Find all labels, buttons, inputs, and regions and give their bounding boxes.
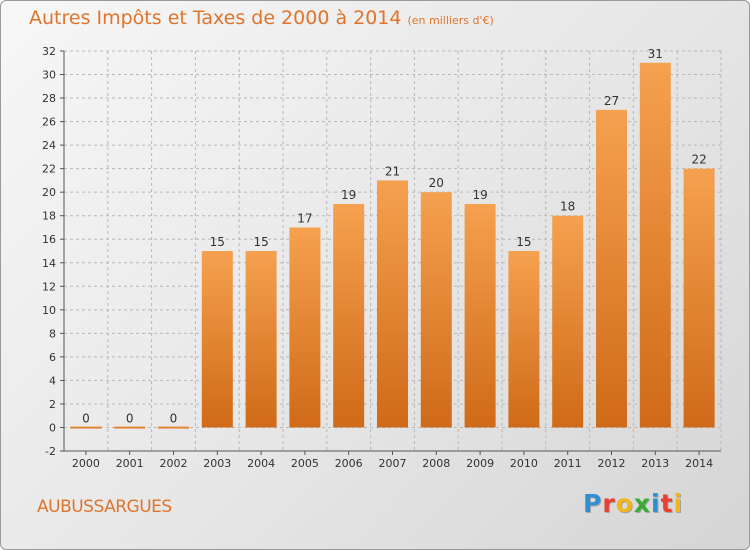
logo-letter: P <box>583 489 603 518</box>
chart-subtitle: (en milliers d'€) <box>407 14 494 27</box>
y-tick-label: -2 <box>45 445 56 458</box>
y-tick-label: 20 <box>42 186 56 199</box>
y-tick-label: 4 <box>49 374 56 387</box>
bar-2009 <box>464 203 496 428</box>
x-tick-label-2010: 2010 <box>510 457 538 470</box>
value-label-2014: 22 <box>691 153 706 167</box>
bar-2001 <box>114 426 146 429</box>
y-tick-label: 14 <box>42 257 56 270</box>
value-label-2013: 31 <box>648 47 663 61</box>
logo-letter: x <box>633 489 651 518</box>
value-label-2004: 15 <box>253 235 268 249</box>
value-label-2011: 18 <box>560 200 575 214</box>
value-label-2005: 17 <box>297 211 312 225</box>
y-tick-label: 26 <box>42 116 56 129</box>
y-tick-label: 12 <box>42 280 56 293</box>
x-tick-label-2000: 2000 <box>72 457 100 470</box>
x-tick-label-2004: 2004 <box>247 457 275 470</box>
chart-title: Autres Impôts et Taxes de 2000 à 2014 (en… <box>29 7 494 29</box>
bar-2007 <box>377 180 408 428</box>
logo-letter: r <box>602 489 616 518</box>
x-tick-label-2012: 2012 <box>598 457 626 470</box>
bar-2006 <box>333 203 365 428</box>
y-tick-label: 10 <box>42 304 56 317</box>
bar-2004 <box>245 251 277 428</box>
x-tick-label-2006: 2006 <box>335 457 363 470</box>
y-tick-label: 22 <box>42 163 56 176</box>
value-label-2006: 19 <box>341 188 356 202</box>
y-tick-label: 16 <box>42 233 56 246</box>
bar-2010 <box>508 251 540 428</box>
proxiti-logo: Proxiti <box>583 489 683 518</box>
x-tick-label-2014: 2014 <box>685 457 713 470</box>
value-label-2007: 21 <box>385 164 400 178</box>
bar-2013 <box>639 62 671 428</box>
x-tick-label-2008: 2008 <box>422 457 450 470</box>
x-tick-label-2003: 2003 <box>203 457 231 470</box>
x-tick-label-2001: 2001 <box>116 457 144 470</box>
y-tick-label: 2 <box>49 398 56 411</box>
y-tick-label: 28 <box>42 92 56 105</box>
bar-2003 <box>201 251 233 428</box>
bar-2002 <box>158 426 189 429</box>
bar-2005 <box>289 227 321 428</box>
y-tick-label: 30 <box>42 69 56 82</box>
x-tick-label-2009: 2009 <box>466 457 494 470</box>
chart-title-text: Autres Impôts et Taxes de 2000 à 2014 <box>29 7 402 29</box>
y-tick-label: 32 <box>42 45 56 58</box>
value-label-2010: 15 <box>516 235 531 249</box>
y-tick-label: 18 <box>42 210 56 223</box>
logo-letter: t <box>660 489 674 518</box>
x-tick-label-2005: 2005 <box>291 457 319 470</box>
value-label-2008: 20 <box>429 176 444 190</box>
y-tick-label: 0 <box>49 421 56 434</box>
y-tick-label: 24 <box>42 139 56 152</box>
x-tick-label-2011: 2011 <box>554 457 582 470</box>
value-label-2002: 0 <box>170 411 178 425</box>
value-label-2003: 15 <box>210 235 225 249</box>
bar-2000 <box>70 426 102 429</box>
value-label-2012: 27 <box>604 94 619 108</box>
y-tick-label: 6 <box>49 351 56 364</box>
logo-letter: i <box>673 489 684 518</box>
value-label-2001: 0 <box>126 411 134 425</box>
x-tick-label-2007: 2007 <box>379 457 407 470</box>
logo-letter: i <box>651 489 661 518</box>
logo-letter: o <box>615 489 634 518</box>
bar-2011 <box>552 215 584 428</box>
x-tick-label-2002: 2002 <box>160 457 188 470</box>
bar-2008 <box>420 192 452 428</box>
value-label-2000: 0 <box>82 411 90 425</box>
commune-name: AUBUSSARGUES <box>37 497 172 517</box>
x-tick-label-2013: 2013 <box>641 457 669 470</box>
y-tick-label: 8 <box>49 327 56 340</box>
bar-2012 <box>596 109 627 428</box>
value-label-2009: 19 <box>472 188 487 202</box>
bar-2014 <box>683 168 715 428</box>
